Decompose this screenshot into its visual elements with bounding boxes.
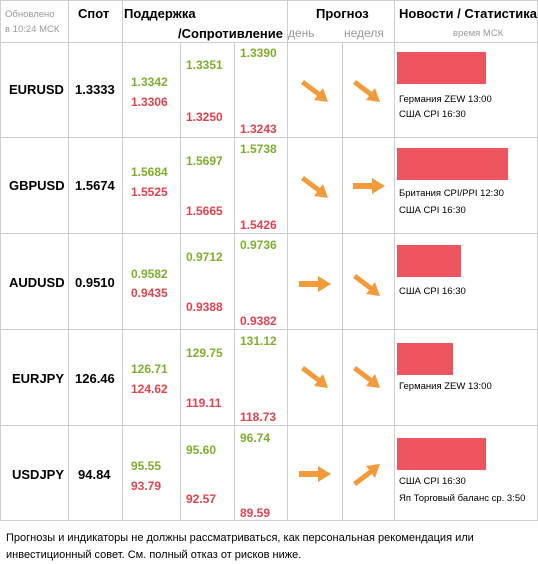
down-right-arrow-icon (353, 366, 380, 388)
resistance-2: 0.9388 (186, 300, 223, 314)
resistance-1: 0.9435 (131, 286, 168, 300)
news-item: Германия ZEW 13:00 (399, 381, 492, 392)
row-symbol: AUDUSD (9, 275, 65, 290)
support-3: 131.12 (240, 334, 277, 348)
resistance-1: 124.62 (131, 382, 168, 396)
news-item: США CPI 16:30 (399, 205, 466, 216)
news-item: Германия ZEW 13:00 (399, 94, 492, 105)
support-1: 1.3342 (131, 75, 168, 89)
support-3: 1.5738 (240, 142, 277, 156)
news-item: США CPI 16:30 (399, 109, 466, 120)
disclaimer-line-1: Прогнозы и индикаторы не должны рассматр… (6, 532, 474, 544)
resistance-2: 92.57 (186, 492, 217, 506)
updated-time: в 10:24 МСК (5, 24, 60, 35)
resistance-3: 1.3243 (240, 122, 277, 136)
disclaimer-line-2: инвестиционный совет. См. полный отказ о… (6, 549, 302, 561)
news-impact-bar (397, 52, 486, 84)
right-arrow-icon (299, 276, 331, 292)
day-header: день (288, 26, 315, 40)
support-1: 95.55 (131, 459, 162, 473)
news-impact-bar (397, 438, 486, 470)
support-3: 96.74 (240, 431, 271, 445)
row-symbol: EURUSD (9, 82, 64, 97)
news-item: Яп Торговый баланс ср. 3:50 (399, 493, 526, 504)
support-3: 1.3390 (240, 46, 277, 60)
support-2: 95.60 (186, 443, 217, 457)
right-arrow-icon (299, 466, 331, 482)
support-1: 126.71 (131, 362, 168, 376)
news-item: США CPI 16:30 (399, 476, 466, 487)
resistance-1: 1.3306 (131, 95, 168, 109)
row-spot: 94.84 (78, 467, 111, 482)
up-right-arrow-icon (353, 464, 380, 486)
down-right-arrow-icon (353, 80, 380, 102)
forex-table: Обновлено в 10:24 МСК Спот Поддержка /Со… (0, 0, 538, 521)
support-2: 0.9712 (186, 250, 223, 264)
resistance-1: 93.79 (131, 479, 162, 493)
news-time-header: время МСК (453, 28, 504, 39)
support-3: 0.9736 (240, 238, 277, 252)
row-symbol: USDJPY (12, 467, 65, 482)
support-1: 0.9582 (131, 267, 168, 281)
row-spot: 126.46 (75, 371, 115, 386)
news-impact-bar (397, 245, 461, 277)
row-symbol: EURJPY (12, 371, 65, 386)
support-header: Поддержка (124, 6, 196, 21)
news-header: Новости / Статистика (399, 6, 538, 21)
resistance-1: 1.5525 (131, 185, 168, 199)
news-item: США CPI 16:30 (399, 286, 466, 297)
support-1: 1.5684 (131, 165, 168, 179)
resistance-3: 0.9382 (240, 314, 277, 328)
resistance-2: 1.3250 (186, 110, 223, 124)
row-spot: 0.9510 (75, 275, 115, 290)
updated-label: Обновлено (5, 9, 55, 20)
row-spot: 1.5674 (75, 178, 115, 193)
resistance-3: 118.73 (240, 410, 277, 424)
table-header: Обновлено в 10:24 МСК Спот Поддержка /Со… (0, 0, 538, 42)
resistance-header: /Сопротивление (178, 26, 283, 41)
news-impact-bar (397, 343, 453, 375)
right-arrow-icon (353, 178, 385, 194)
forecast-header: Прогноз (316, 6, 369, 21)
week-header: неделя (344, 26, 384, 40)
resistance-3: 1.5426 (240, 218, 277, 232)
down-right-arrow-icon (301, 366, 328, 388)
support-2: 1.3351 (186, 58, 223, 72)
down-right-arrow-icon (301, 176, 328, 198)
spot-header: Спот (78, 6, 110, 21)
row-symbol: GBPUSD (9, 178, 65, 193)
support-2: 129.75 (186, 346, 223, 360)
news-impact-bar (397, 148, 508, 180)
down-right-arrow-icon (353, 274, 380, 296)
resistance-2: 1.5665 (186, 204, 223, 218)
resistance-2: 119.11 (186, 396, 222, 410)
resistance-3: 89.59 (240, 506, 271, 520)
down-right-arrow-icon (301, 80, 328, 102)
row-spot: 1.3333 (75, 82, 115, 97)
news-item: Британия CPI/PPI 12:30 (399, 188, 504, 199)
support-2: 1.5697 (186, 154, 223, 168)
disclaimer: Прогнозы и индикаторы не должны рассматр… (6, 530, 526, 564)
